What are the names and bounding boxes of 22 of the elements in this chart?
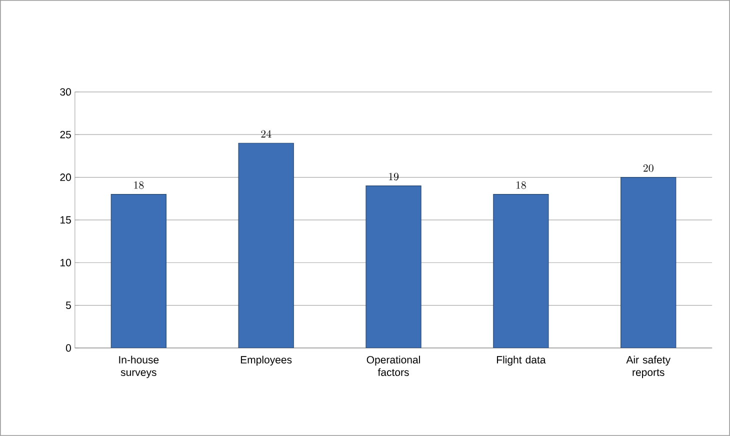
x-tick-label: Air safety reports: [626, 356, 671, 378]
data-label: 18: [134, 181, 144, 189]
x-tick-label: In-house surveys: [119, 356, 159, 378]
y-tick-label: 0: [66, 344, 71, 352]
bar: [366, 186, 422, 348]
y-tick-label: 20: [60, 174, 71, 182]
x-tick-label: Flight data: [496, 356, 546, 366]
y-tick-label: 25: [60, 130, 71, 138]
x-tick-label: Employees: [240, 356, 292, 366]
bar: [493, 194, 549, 348]
bar: [238, 142, 294, 348]
data-label: 24: [261, 130, 272, 138]
data-label: 18: [516, 181, 526, 189]
bar: [110, 194, 166, 348]
bar: [620, 177, 676, 348]
y-tick-label: 5: [66, 302, 71, 310]
data-label: 20: [643, 164, 654, 172]
y-tick-label: 10: [60, 258, 71, 266]
data-label: 19: [389, 172, 399, 180]
y-tick-label: 30: [60, 88, 71, 96]
x-tick-label: Operational factors: [366, 356, 420, 376]
y-tick-label: 15: [60, 216, 71, 224]
